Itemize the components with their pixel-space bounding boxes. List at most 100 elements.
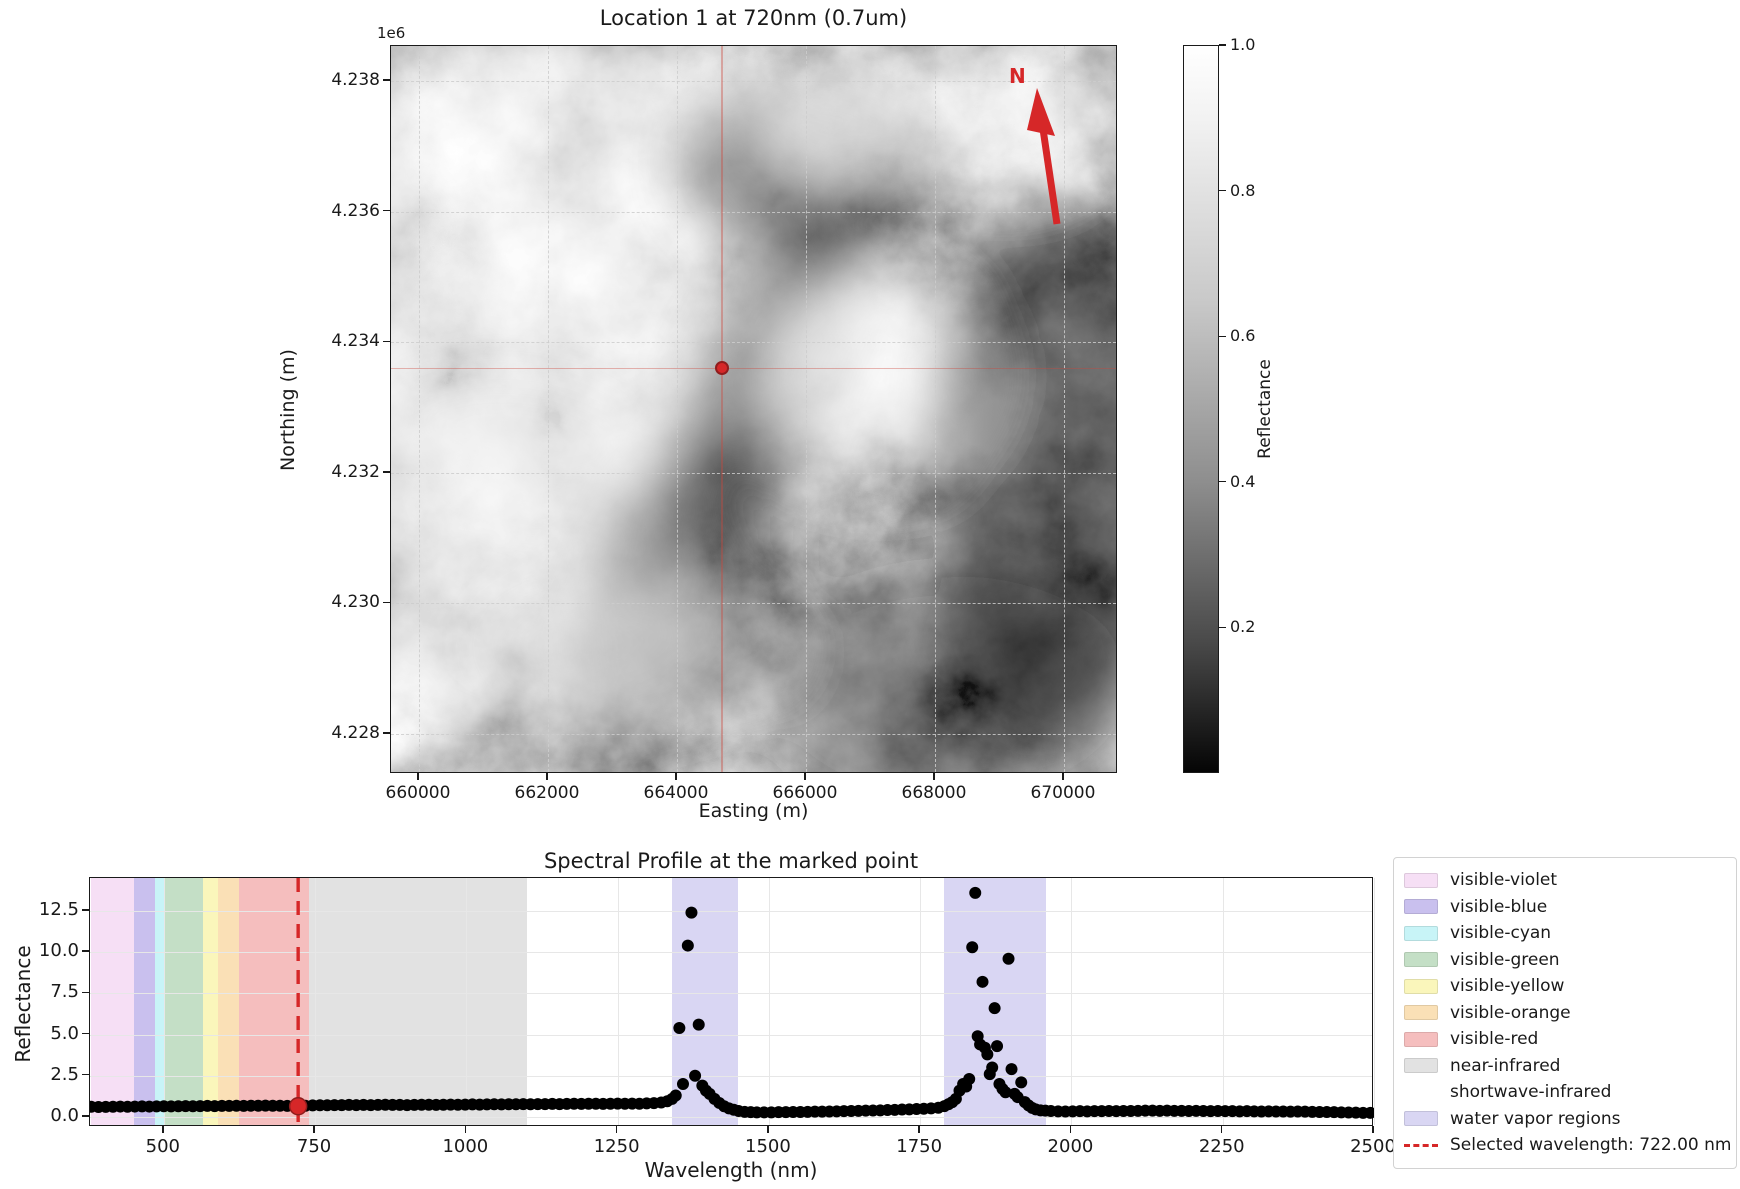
map-gridline-h bbox=[391, 472, 1116, 474]
spectrum-gridline-v bbox=[920, 878, 922, 1125]
reflectance-image bbox=[391, 46, 1116, 772]
spectrum-y-ticklabel: 0.0 bbox=[50, 1104, 79, 1126]
spectrum-point bbox=[966, 941, 979, 954]
map-x-ticklabel: 660000 bbox=[385, 783, 451, 803]
spectrum-y-tickmark bbox=[82, 909, 89, 911]
spectrum-y-ticklabel: 5.0 bbox=[50, 1022, 79, 1044]
north-arrow-label: N bbox=[1009, 64, 1026, 88]
colorbar-tickmark bbox=[1219, 44, 1226, 46]
spectrum-point bbox=[692, 1018, 705, 1031]
spectrum-y-tickmark bbox=[82, 1032, 89, 1035]
map-gridline-h bbox=[391, 211, 1116, 213]
spectrum-y-ticklabel: 12.5 bbox=[38, 898, 79, 920]
legend-row: visible-orange bbox=[1404, 1000, 1726, 1027]
map-x-tickmark bbox=[417, 773, 419, 780]
map-gridline-h bbox=[391, 734, 1116, 736]
map-y-tickmark bbox=[383, 340, 390, 342]
spectrum-y-ticklabel: 2.5 bbox=[50, 1063, 79, 1085]
map-y-tickmark bbox=[383, 601, 390, 604]
spectrum-x-tickmark bbox=[1372, 1126, 1374, 1133]
legend-row: visible-cyan bbox=[1404, 920, 1726, 947]
legend-swatch bbox=[1404, 1084, 1438, 1100]
legend-label: visible-violet bbox=[1450, 870, 1558, 891]
colorbar-ticklabel: 0.8 bbox=[1230, 180, 1256, 200]
map-x-tickmark bbox=[546, 773, 548, 780]
map-y-ticklabel: 4.230 bbox=[331, 592, 380, 613]
spectrum-gridline-v bbox=[617, 878, 619, 1125]
map-gridline-v bbox=[806, 46, 807, 772]
legend-swatch bbox=[1404, 899, 1438, 915]
spectrum-point bbox=[981, 1048, 994, 1061]
spectrum-x-tickmark bbox=[767, 1126, 769, 1133]
spectrum-point bbox=[999, 1086, 1012, 1099]
spectrum-scatter bbox=[90, 878, 1374, 1127]
spectrum-ylabel: Reflectance bbox=[11, 945, 35, 1063]
spectrum-point bbox=[969, 886, 982, 899]
legend-swatch bbox=[1404, 1058, 1438, 1074]
band-visible-yellow bbox=[203, 878, 219, 1125]
legend-swatch bbox=[1404, 1031, 1438, 1047]
spectrum-point bbox=[988, 1002, 1001, 1015]
legend-row: Selected wavelength: 722.00 nm bbox=[1404, 1132, 1731, 1159]
map-ylabel: Northing (m) bbox=[277, 349, 299, 471]
map-x-ticklabel: 664000 bbox=[643, 783, 709, 803]
spectrum-point bbox=[685, 906, 698, 919]
spectrum-y-ticklabel: 7.5 bbox=[50, 981, 79, 1003]
map-gridline-v bbox=[935, 46, 936, 772]
map-title: Location 1 at 720nm (0.7um) bbox=[599, 6, 908, 30]
legend-label: visible-red bbox=[1450, 1029, 1539, 1050]
colorbar-ticklabel: 0.6 bbox=[1230, 326, 1256, 346]
spectrum-x-ticklabel: 1250 bbox=[593, 1136, 640, 1157]
map-x-ticklabel: 668000 bbox=[901, 783, 967, 803]
map-x-ticklabel: 662000 bbox=[514, 783, 580, 803]
spectrum-x-ticklabel: 750 bbox=[296, 1136, 332, 1157]
legend-row: near-infrared bbox=[1404, 1053, 1726, 1080]
spectrum-x-tickmark bbox=[313, 1126, 315, 1133]
spectrum-x-tickmark bbox=[918, 1126, 920, 1133]
spectrum-point bbox=[669, 1089, 682, 1102]
selected-wavelength-point bbox=[288, 1096, 308, 1116]
colorbar-tickmark bbox=[1219, 335, 1226, 337]
map-y-offset-label: 1e6 bbox=[377, 24, 406, 42]
band-visible-green bbox=[163, 878, 204, 1125]
legend-swatch bbox=[1404, 978, 1438, 994]
spectrum-point bbox=[1005, 1063, 1018, 1076]
marker-crosshair-horizontal bbox=[391, 367, 1116, 370]
colorbar-ticklabel: 0.4 bbox=[1230, 471, 1256, 491]
map-x-tickmark bbox=[933, 773, 935, 780]
spectrum-point bbox=[986, 1061, 999, 1074]
spectrum-x-ticklabel: 2250 bbox=[1198, 1136, 1245, 1157]
spectrum-y-tickmark bbox=[82, 991, 89, 994]
map-x-ticklabel: 666000 bbox=[772, 783, 838, 803]
spectrum-point bbox=[976, 975, 989, 988]
colorbar-tickmark bbox=[1219, 189, 1226, 192]
spectrum-gridline-h bbox=[90, 1034, 1372, 1036]
north-arrow-icon bbox=[1027, 88, 1061, 225]
spectrum-gridline-v bbox=[1071, 878, 1073, 1125]
spectrum-point bbox=[673, 1021, 686, 1034]
legend-swatch bbox=[1404, 1005, 1438, 1021]
spectrum-y-tickmark bbox=[82, 1074, 89, 1076]
band-visible-blue bbox=[133, 878, 155, 1125]
map-gridline-v bbox=[547, 46, 549, 772]
spectrum-point bbox=[681, 939, 694, 952]
spectrum-point bbox=[676, 1077, 689, 1090]
map-gridline-h bbox=[391, 81, 1116, 82]
band-visible-orange bbox=[218, 878, 240, 1125]
spectrum-axes bbox=[89, 877, 1375, 1127]
spectrum-x-ticklabel: 1500 bbox=[745, 1136, 791, 1157]
legend-label: Selected wavelength: 722.00 nm bbox=[1450, 1135, 1732, 1156]
map-y-ticklabel: 4.234 bbox=[331, 331, 380, 352]
spectrum-y-tickmark bbox=[82, 950, 89, 952]
band-near-infrared bbox=[309, 878, 527, 1125]
map-y-ticklabel: 4.228 bbox=[331, 723, 380, 744]
spectrum-x-tickmark bbox=[1221, 1126, 1223, 1133]
legend-label: visible-blue bbox=[1450, 896, 1548, 917]
marked-point bbox=[715, 361, 730, 376]
spectrum-x-tickmark bbox=[162, 1126, 164, 1133]
spectrum-xlabel: Wavelength (nm) bbox=[644, 1158, 818, 1182]
spectrum-gridline-v bbox=[768, 878, 770, 1125]
map-y-tickmark bbox=[383, 732, 390, 734]
spectrum-gridline-h bbox=[90, 993, 1372, 995]
